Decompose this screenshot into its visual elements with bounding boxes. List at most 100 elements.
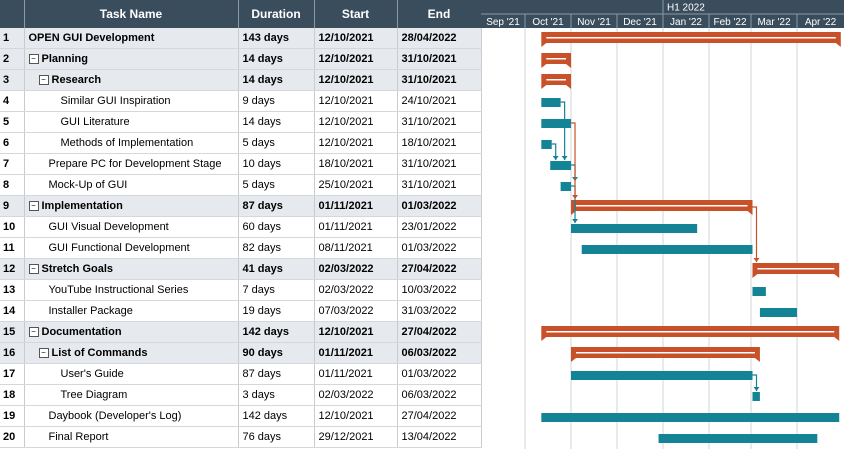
table-row[interactable]: 15− Documentation 142 days 12/10/2021 27/04/… (0, 321, 482, 343)
task-start[interactable]: 12/10/2021 (314, 405, 398, 427)
column-header-task-name[interactable]: Task Name (24, 0, 239, 28)
task-duration[interactable]: 60 days (238, 216, 315, 238)
task-start[interactable]: 12/10/2021 (314, 132, 398, 154)
task-start[interactable]: 12/10/2021 (314, 90, 398, 112)
task-duration[interactable]: 142 days (238, 321, 315, 343)
task-name-cell[interactable]: GUI Literature (24, 111, 239, 133)
task-name-cell[interactable]: YouTube Instructional Series (24, 279, 239, 301)
task-name-cell[interactable]: GUI Functional Development (24, 237, 239, 259)
task-name-cell[interactable]: GUI Visual Development (24, 216, 239, 238)
task-name-cell[interactable]: Methods of Implementation (24, 132, 239, 154)
table-row[interactable]: 13 YouTube Instructional Series 7 days 02/0… (0, 279, 482, 301)
task-name-cell[interactable]: − Planning (24, 48, 239, 70)
task-end[interactable]: 10/03/2022 (397, 279, 482, 301)
collapse-toggle-icon[interactable]: − (38, 348, 49, 359)
task-end[interactable]: 31/10/2021 (397, 111, 482, 133)
table-row[interactable]: 2− Planning 14 days 12/10/2021 31/10/2021 (0, 48, 482, 70)
task-duration[interactable]: 19 days (238, 300, 315, 322)
task-name-cell[interactable]: − Documentation (24, 321, 239, 343)
task-end[interactable]: 01/03/2022 (397, 237, 482, 259)
table-row[interactable]: 10 GUI Visual Development 60 days 01/11/202… (0, 216, 482, 238)
task-name-cell[interactable]: Similar GUI Inspiration (24, 90, 239, 112)
task-duration[interactable]: 10 days (238, 153, 315, 175)
task-end[interactable]: 23/01/2022 (397, 216, 482, 238)
table-row[interactable]: 5 GUI Literature 14 days 12/10/2021 31/10/20… (0, 111, 482, 133)
task-end[interactable]: 31/10/2021 (397, 153, 482, 175)
task-duration[interactable]: 14 days (238, 48, 315, 70)
task-end[interactable]: 31/10/2021 (397, 174, 482, 196)
task-start[interactable]: 12/10/2021 (314, 48, 398, 70)
task-start[interactable]: 08/11/2021 (314, 237, 398, 259)
table-row[interactable]: 6 Methods of Implementation 5 days 12/10/20… (0, 132, 482, 154)
task-name-cell[interactable]: User's Guide (24, 363, 239, 385)
task-name-cell[interactable]: Mock-Up of GUI (24, 174, 239, 196)
task-start[interactable]: 12/10/2021 (314, 321, 398, 343)
task-name-cell[interactable]: − Research (24, 69, 239, 91)
task-end[interactable]: 27/04/2022 (397, 258, 482, 280)
collapse-toggle-icon[interactable]: − (38, 75, 49, 86)
task-end[interactable]: 24/10/2021 (397, 90, 482, 112)
task-duration[interactable]: 87 days (238, 363, 315, 385)
task-duration[interactable]: 9 days (238, 90, 315, 112)
task-name-cell[interactable]: Daybook (Developer's Log) (24, 405, 239, 427)
task-start[interactable]: 02/03/2022 (314, 279, 398, 301)
collapse-toggle-icon[interactable]: − (28, 264, 39, 275)
task-end[interactable]: 31/10/2021 (397, 69, 482, 91)
table-row[interactable]: 1 OPEN GUI Development 143 days 12/10/2021 2… (0, 28, 482, 49)
task-name-cell[interactable]: Installer Package (24, 300, 239, 322)
task-end[interactable]: 06/03/2022 (397, 384, 482, 406)
task-name-cell[interactable]: Prepare PC for Development Stage (24, 153, 239, 175)
task-start[interactable]: 12/10/2021 (314, 69, 398, 91)
task-end[interactable]: 31/10/2021 (397, 48, 482, 70)
table-row[interactable]: 18 Tree Diagram 3 days 02/03/2022 06/03/2022 (0, 384, 482, 406)
table-row[interactable]: 16− List of Commands 90 days 01/11/2021 06/0… (0, 342, 482, 364)
task-start[interactable]: 01/11/2021 (314, 195, 398, 217)
task-start[interactable]: 02/03/2022 (314, 258, 398, 280)
task-duration[interactable]: 142 days (238, 405, 315, 427)
table-row[interactable]: 4 Similar GUI Inspiration 9 days 12/10/2021… (0, 90, 482, 112)
task-start[interactable]: 12/10/2021 (314, 111, 398, 133)
task-duration[interactable]: 87 days (238, 195, 315, 217)
task-duration[interactable]: 76 days (238, 426, 315, 448)
task-end[interactable]: 28/04/2022 (397, 28, 482, 49)
task-duration[interactable]: 14 days (238, 69, 315, 91)
task-name-cell[interactable]: OPEN GUI Development (24, 28, 239, 49)
table-row[interactable]: 9− Implementation 87 days 01/11/2021 01/03/2… (0, 195, 482, 217)
table-row[interactable]: 19 Daybook (Developer's Log) 142 days 12/10… (0, 405, 482, 427)
task-duration[interactable]: 41 days (238, 258, 315, 280)
task-end[interactable]: 06/03/2022 (397, 342, 482, 364)
task-duration[interactable]: 5 days (238, 132, 315, 154)
task-start[interactable]: 01/11/2021 (314, 342, 398, 364)
task-name-cell[interactable]: − Implementation (24, 195, 239, 217)
task-duration[interactable]: 5 days (238, 174, 315, 196)
task-name-cell[interactable]: − List of Commands (24, 342, 239, 364)
column-header-id[interactable] (0, 0, 25, 28)
task-name-cell[interactable]: − Stretch Goals (24, 258, 239, 280)
task-start[interactable]: 01/11/2021 (314, 363, 398, 385)
task-start[interactable]: 25/10/2021 (314, 174, 398, 196)
task-end[interactable]: 01/03/2022 (397, 195, 482, 217)
task-start[interactable]: 12/10/2021 (314, 28, 398, 49)
collapse-toggle-icon[interactable]: − (28, 201, 39, 212)
task-duration[interactable]: 14 days (238, 111, 315, 133)
task-duration[interactable]: 143 days (238, 28, 315, 49)
table-row[interactable]: 17 User's Guide 87 days 01/11/2021 01/03/202… (0, 363, 482, 385)
task-name-cell[interactable]: Tree Diagram (24, 384, 239, 406)
task-duration[interactable]: 82 days (238, 237, 315, 259)
task-start[interactable]: 02/03/2022 (314, 384, 398, 406)
task-start[interactable]: 29/12/2021 (314, 426, 398, 448)
collapse-toggle-icon[interactable]: − (28, 54, 39, 65)
task-duration[interactable]: 7 days (238, 279, 315, 301)
table-row[interactable]: 7 Prepare PC for Development Stage 10 days… (0, 153, 482, 175)
task-end[interactable]: 01/03/2022 (397, 363, 482, 385)
table-row[interactable]: 8 Mock-Up of GUI 5 days 25/10/2021 31/10/202… (0, 174, 482, 196)
table-row[interactable]: 14 Installer Package 19 days 07/03/2022 31/0… (0, 300, 482, 322)
task-end[interactable]: 27/04/2022 (397, 321, 482, 343)
task-start[interactable]: 01/11/2021 (314, 216, 398, 238)
table-row[interactable]: 11 GUI Functional Development 82 days 08/11… (0, 237, 482, 259)
task-duration[interactable]: 3 days (238, 384, 315, 406)
column-header-start[interactable]: Start (314, 0, 398, 28)
task-start[interactable]: 07/03/2022 (314, 300, 398, 322)
table-row[interactable]: 20 Final Report 76 days 29/12/2021 13/04/202… (0, 426, 482, 448)
task-name-cell[interactable]: Final Report (24, 426, 239, 448)
